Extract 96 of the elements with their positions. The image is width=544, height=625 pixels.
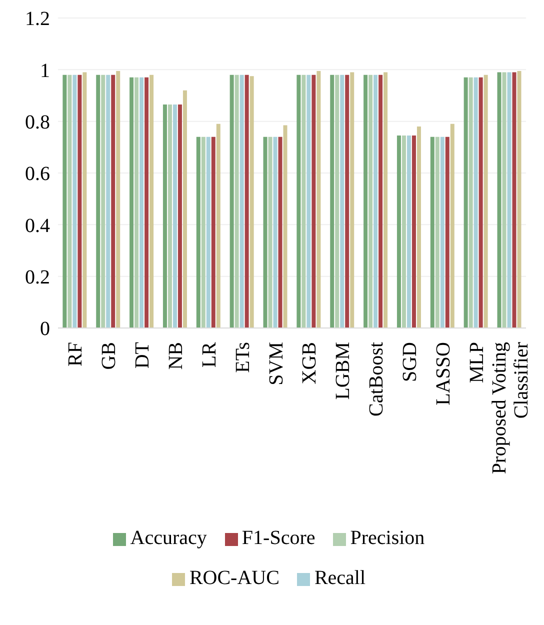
y-tick-label: 1: [40, 60, 50, 82]
bar: [435, 136, 440, 328]
bar: [440, 136, 444, 328]
bar: [335, 74, 340, 328]
bar: [316, 70, 321, 328]
x-tick-label: SGD: [399, 342, 421, 382]
bar: [468, 77, 473, 328]
legend-label: F1-Score: [242, 527, 316, 549]
bar: [378, 74, 383, 328]
bar: [240, 74, 244, 328]
bar: [502, 72, 506, 328]
y-tick-label: 1.2: [25, 8, 50, 30]
bar: [273, 136, 278, 328]
x-tick-label: RF: [64, 342, 87, 366]
bar: [268, 136, 272, 328]
bar: [216, 124, 220, 328]
bar: [450, 124, 454, 328]
bar: [101, 74, 106, 328]
bar: [497, 72, 502, 328]
bar: [168, 104, 172, 328]
bar: [201, 136, 206, 328]
bar: [384, 72, 388, 328]
bar: [150, 74, 154, 328]
x-tick-label: NB: [165, 342, 187, 370]
bar: [402, 136, 406, 328]
bar: [234, 74, 239, 328]
bar: [211, 136, 216, 328]
bar: [374, 74, 378, 328]
bar: [396, 136, 401, 328]
bar: [283, 125, 288, 328]
x-tick-label: LASSO: [432, 342, 454, 406]
bar: [111, 74, 116, 328]
x-tick-label: CatBoost: [366, 342, 388, 416]
bar: [144, 77, 149, 328]
y-tick-label: 0.4: [25, 214, 50, 237]
bar: [82, 72, 87, 328]
bar: [263, 136, 268, 328]
bar: [244, 74, 249, 328]
x-tick-label: XGB: [298, 342, 321, 384]
bar: [412, 136, 416, 328]
bar: [130, 77, 134, 328]
bar: [230, 74, 234, 328]
bar: [182, 90, 187, 328]
bar: [78, 74, 82, 328]
bar: [306, 74, 311, 328]
bar: [196, 136, 200, 328]
bar: [140, 77, 144, 328]
bar: [172, 104, 177, 328]
bar: [278, 136, 282, 328]
bar: [178, 104, 182, 328]
bar: [330, 74, 334, 328]
bar: [512, 72, 516, 328]
bar: [464, 77, 468, 328]
bar: [445, 136, 450, 328]
bar: [430, 136, 434, 328]
bar: [62, 74, 67, 328]
bar: [206, 136, 210, 328]
y-tick-label: 0.8: [25, 111, 50, 134]
bar: [350, 72, 354, 328]
bar: [406, 136, 411, 328]
bar: [302, 74, 306, 328]
bar: [162, 104, 167, 328]
bar: [134, 77, 139, 328]
legend-label: Precision: [350, 527, 425, 549]
legend-label: Recall: [314, 567, 366, 589]
bar: [250, 76, 254, 328]
bar: [296, 74, 301, 328]
bar: [72, 74, 77, 328]
x-tick-label: LGBM: [332, 342, 354, 400]
x-tick-label: SVM: [265, 342, 288, 386]
bar: [368, 74, 373, 328]
bar: [484, 74, 488, 328]
bar: [340, 74, 344, 328]
bar: [312, 74, 316, 328]
bar: [106, 74, 110, 328]
bar: [364, 74, 368, 328]
y-tick-label: 0.6: [25, 163, 50, 186]
x-tick-label: GB: [98, 342, 120, 370]
bar: [116, 70, 120, 328]
legend-label: ROC-AUC: [189, 567, 280, 589]
x-tick-label: ETs: [232, 342, 254, 373]
x-tick-label: Proposed Voting Classifier: [488, 342, 532, 474]
bar: [478, 77, 483, 328]
x-tick-label: MLP: [466, 342, 488, 384]
x-tick-label: LR: [198, 341, 220, 368]
bar: [517, 70, 522, 328]
x-tick-label: DT: [132, 342, 154, 369]
legend-label: Accuracy: [130, 527, 207, 549]
bar: [345, 74, 350, 328]
bar: [68, 74, 72, 328]
y-tick-label: 0.2: [25, 266, 50, 288]
y-tick-label: 0: [40, 318, 50, 340]
bar: [507, 72, 512, 328]
bar: [474, 77, 478, 328]
bar: [416, 126, 421, 328]
bar: [96, 74, 100, 328]
